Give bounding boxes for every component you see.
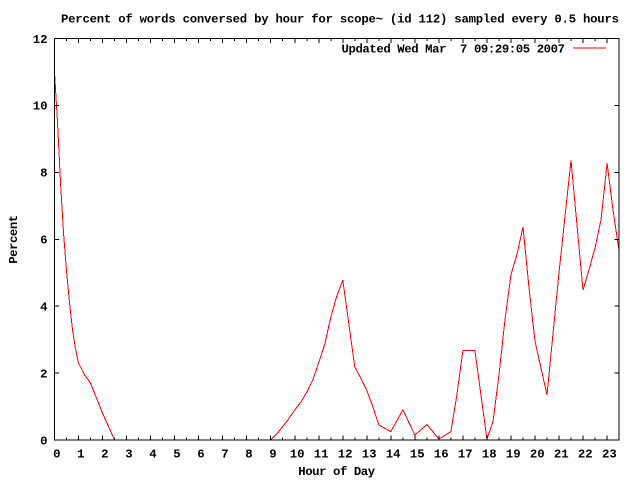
svg-text:Updated Wed Mar 7 09:29:05 20: Updated Wed Mar 7 09:29:05 2007 <box>342 43 566 57</box>
svg-text:17: 17 <box>458 448 473 462</box>
svg-text:16: 16 <box>434 448 449 462</box>
svg-text:11: 11 <box>314 448 329 462</box>
svg-text:2: 2 <box>40 367 47 381</box>
svg-text:6: 6 <box>197 448 204 462</box>
svg-text:23: 23 <box>602 448 617 462</box>
svg-text:22: 22 <box>578 448 593 462</box>
svg-text:8: 8 <box>245 448 252 462</box>
svg-text:4: 4 <box>40 301 48 315</box>
svg-text:20: 20 <box>530 448 545 462</box>
svg-text:12: 12 <box>338 448 353 462</box>
svg-text:14: 14 <box>386 448 401 462</box>
svg-text:5: 5 <box>173 448 180 462</box>
svg-text:19: 19 <box>506 448 521 462</box>
svg-text:4: 4 <box>149 448 157 462</box>
svg-text:12: 12 <box>33 33 48 47</box>
svg-text:3: 3 <box>125 448 132 462</box>
svg-text:2: 2 <box>101 448 108 462</box>
svg-text:10: 10 <box>290 448 305 462</box>
svg-text:1: 1 <box>77 448 84 462</box>
svg-text:21: 21 <box>554 448 569 462</box>
svg-text:0: 0 <box>40 434 47 448</box>
svg-text:10: 10 <box>33 100 48 114</box>
svg-text:8: 8 <box>40 167 47 181</box>
svg-text:15: 15 <box>410 448 425 462</box>
svg-text:Hour of Day: Hour of Day <box>298 465 375 479</box>
svg-text:18: 18 <box>482 448 497 462</box>
svg-text:6: 6 <box>40 234 47 248</box>
svg-text:0: 0 <box>53 448 60 462</box>
svg-text:Percent of words conversed by: Percent of words conversed by hour for s… <box>61 13 619 27</box>
svg-text:Percent: Percent <box>7 215 21 264</box>
svg-text:7: 7 <box>221 448 228 462</box>
svg-text:9: 9 <box>269 448 276 462</box>
svg-text:13: 13 <box>362 448 377 462</box>
